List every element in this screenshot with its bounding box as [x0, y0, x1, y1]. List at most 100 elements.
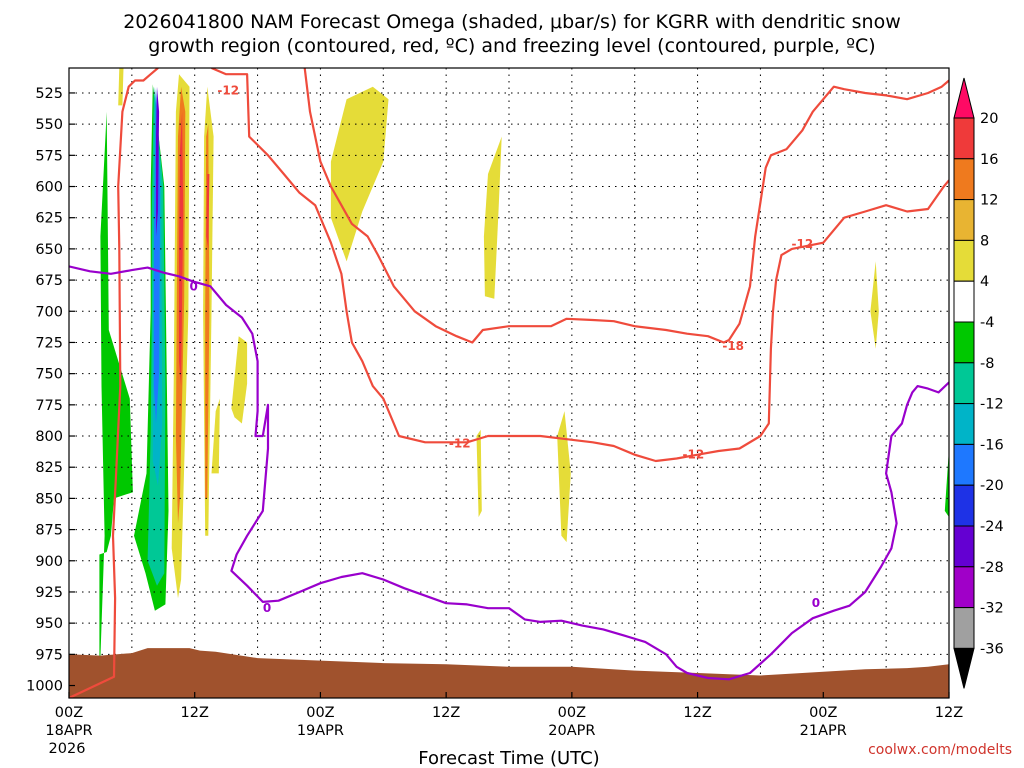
ytick-label-775: 775: [35, 398, 63, 414]
upward-purple: [156, 86, 160, 237]
xtick-date-72: 21APR: [800, 723, 847, 739]
colorbar-seg-9: [953, 443, 975, 486]
colorbar-label-9: -20: [980, 478, 1004, 494]
ytick-label-825: 825: [35, 460, 63, 476]
sinking-yellow-h: [557, 411, 571, 543]
ytick-label-650: 650: [35, 242, 63, 258]
chart-title-line1: 2026041800 NAM Forecast Omega (shaded, μ…: [123, 11, 901, 33]
ytick-label-550: 550: [35, 117, 63, 133]
colorbar-seg-6: [953, 321, 975, 364]
x-axis: 00Z 18APR 2026 12Z 00Z 19APR 12Z 00Z 20APR 12Z 00Z…: [45, 692, 963, 757]
sinking-red-main: [179, 111, 184, 387]
colorbar-label-0: 20: [980, 111, 998, 127]
colorbar-seg-3: [953, 199, 975, 241]
contour-red-m12-main: [211, 68, 949, 463]
xtick-date-48: 20APR: [548, 723, 595, 739]
ytick-label-1000: 1000: [26, 679, 63, 695]
label-red-m12-a: -12: [217, 83, 239, 97]
colorbar-seg-10: [953, 484, 975, 527]
colorbar-seg-5: [953, 280, 975, 323]
upward-green-rightedge: [944, 448, 949, 518]
terrain-surface: [69, 648, 949, 698]
colorbar-label-4: 4: [980, 274, 989, 290]
colorbar-seg-8: [953, 403, 975, 445]
colorbar-seg-12: [953, 566, 975, 609]
label-red-m18: -18: [722, 339, 744, 353]
ytick-label-600: 600: [35, 180, 63, 196]
ytick-label-750: 750: [35, 367, 63, 383]
xtick-label-48: 00Z: [558, 705, 586, 721]
colorbar-label-7: -12: [980, 397, 1004, 413]
colorbar-label-12: -32: [980, 601, 1004, 617]
colorbar-seg-2: [953, 158, 975, 201]
terrain-fill: [69, 648, 949, 698]
colorbar-seg-1: [953, 117, 975, 160]
colorbar-label-2: 12: [980, 193, 998, 209]
sinking-yellow-d: [211, 398, 220, 474]
xtick-label-84: 12Z: [935, 705, 963, 721]
colorbar: 20 16 12 8 4 -4 -8 -12 -16 -20 -24 -28 -32 -36: [953, 77, 1004, 689]
colorbar-label-6: -8: [980, 356, 994, 372]
contours: [69, 68, 949, 698]
xtick-label-12: 12Z: [181, 705, 209, 721]
colorbar-label-13: -36: [980, 641, 1004, 657]
ytick-label-900: 900: [35, 554, 63, 570]
xtick-label-60: 12Z: [683, 705, 711, 721]
ytick-label-675: 675: [35, 273, 63, 289]
xtick-date-0: 18APR: [45, 723, 92, 739]
xtick-label-36: 12Z: [432, 705, 460, 721]
ytick-label-800: 800: [35, 429, 63, 445]
upward-blue: [153, 86, 161, 424]
colorbar-seg-11: [953, 525, 975, 568]
credit-text: coolwx.com/modelts: [868, 742, 1012, 758]
label-red-m12-c: -12: [683, 448, 705, 462]
colorbar-cap-bottom: [953, 647, 975, 689]
upward-green-left: [99, 111, 133, 687]
ytick-label-525: 525: [35, 86, 63, 102]
ytick-label-700: 700: [35, 304, 63, 320]
ytick-label-950: 950: [35, 616, 63, 632]
colorbar-label-8: -16: [980, 437, 1004, 453]
ytick-label-850: 850: [35, 491, 63, 507]
omega-shading: [99, 68, 949, 687]
xtick-year-0: 2026: [49, 741, 86, 757]
label-zero-c: 0: [812, 596, 820, 610]
label-zero-b: 0: [263, 601, 271, 615]
contour-red-m18: [303, 68, 949, 344]
colorbar-label-11: -28: [980, 560, 1004, 576]
xtick-label-24: 00Z: [306, 705, 334, 721]
ytick-label-975: 975: [35, 647, 63, 663]
contour-red-m12-left: [69, 68, 159, 698]
y-axis: 525 550 575 600 625 650 675 700 725 750 775 800 825 8…: [26, 86, 75, 695]
ytick-label-925: 925: [35, 585, 63, 601]
colorbar-label-3: 8: [980, 233, 989, 249]
contour-freezing-0: [69, 265, 949, 681]
colorbar-label-5: -4: [980, 315, 994, 331]
colorbar-seg-7: [953, 362, 975, 405]
contour-labels: -12 -18 -12 -12 -12 0 0 0: [189, 83, 820, 615]
xtick-date-24: 19APR: [297, 723, 344, 739]
colorbar-seg-4: [953, 239, 975, 282]
label-red-m12-d: -12: [791, 237, 813, 251]
sinking-yellow-g: [476, 429, 482, 518]
xtick-label-0: 00Z: [55, 705, 83, 721]
x-axis-label: Forecast Time (UTC): [418, 748, 599, 768]
ytick-label-725: 725: [35, 335, 63, 351]
sinking-red-b: [206, 174, 210, 249]
ytick-label-625: 625: [35, 211, 63, 227]
xtick-label-72: 00Z: [809, 705, 837, 721]
plot-frame: [68, 67, 950, 699]
label-zero-a: 0: [189, 279, 197, 293]
ytick-label-575: 575: [35, 148, 63, 164]
colorbar-label-10: -24: [980, 519, 1004, 535]
label-red-m12-b: -12: [449, 437, 471, 451]
sinking-yellow-topleft: [118, 68, 124, 106]
ytick-label-875: 875: [35, 523, 63, 539]
sinking-yellow-c: [231, 336, 248, 424]
sinking-yellow-i: [870, 261, 879, 349]
colorbar-seg-13: [953, 607, 975, 649]
colorbar-label-1: 16: [980, 152, 998, 168]
chart-title-line2: growth region (contoured, red, ºC) and f…: [148, 35, 875, 57]
sinking-yellow-e: [330, 86, 389, 262]
